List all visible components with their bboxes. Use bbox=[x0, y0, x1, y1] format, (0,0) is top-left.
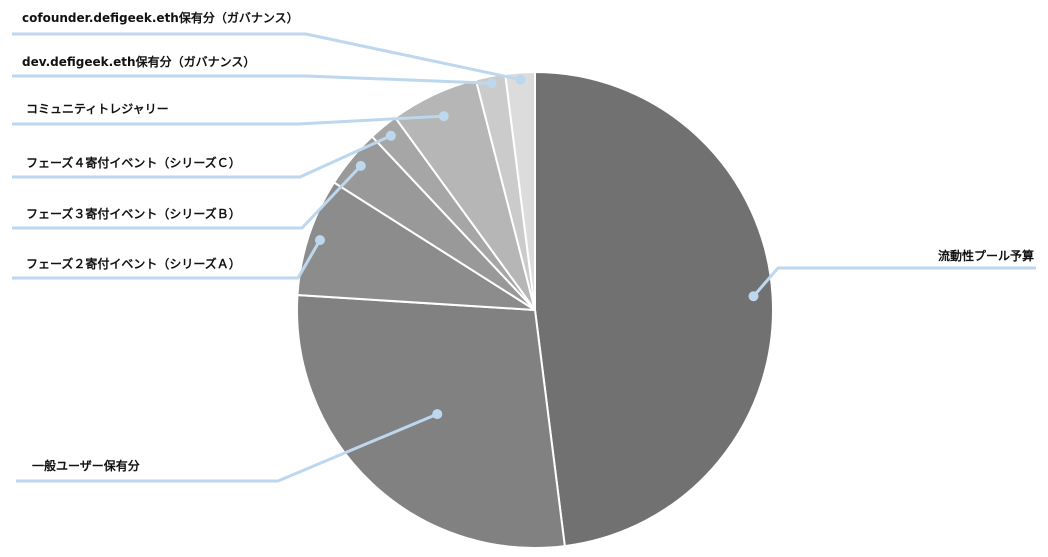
leader-dot bbox=[355, 160, 366, 171]
pie-slice bbox=[296, 181, 536, 311]
leader-line bbox=[12, 74, 492, 85]
slice-label: 流動性プール予算 bbox=[938, 248, 1034, 263]
slice-label: 一般ユーザー保有分 bbox=[32, 458, 140, 473]
pie-slice bbox=[504, 70, 536, 311]
leader-line bbox=[16, 412, 438, 483]
pie-slices bbox=[296, 70, 774, 549]
slice-label: dev.defigeek.eth保有分（ガバナンス） bbox=[22, 54, 255, 69]
slice-label: コミュニティトレジャリー bbox=[26, 102, 169, 116]
slice-label: フェーズ３寄付イベント（シリーズＢ） bbox=[26, 206, 241, 221]
slice-label: フェーズ４寄付イベント（シリーズＣ） bbox=[26, 155, 241, 170]
slice-label: cofounder.defigeek.eth保有分（ガバナンス） bbox=[22, 10, 299, 25]
leader-line bbox=[12, 114, 444, 126]
leader-line bbox=[12, 32, 521, 82]
leader-line bbox=[12, 164, 362, 230]
slice-label: フェーズ２寄付イベント（シリーズＡ） bbox=[26, 256, 241, 271]
leader-line bbox=[752, 266, 1036, 298]
leader-lines bbox=[12, 32, 1036, 483]
pie-slice bbox=[296, 293, 566, 549]
leader-line bbox=[12, 239, 322, 280]
leader-dot bbox=[314, 235, 325, 246]
leader-line bbox=[12, 134, 392, 179]
leader-dot bbox=[515, 74, 526, 85]
leader-dot bbox=[385, 130, 396, 141]
leader-dot bbox=[438, 111, 449, 122]
leader-dot bbox=[432, 409, 443, 420]
leader-dot bbox=[748, 291, 759, 302]
pie-slice bbox=[534, 70, 774, 548]
leader-dot bbox=[486, 78, 497, 89]
